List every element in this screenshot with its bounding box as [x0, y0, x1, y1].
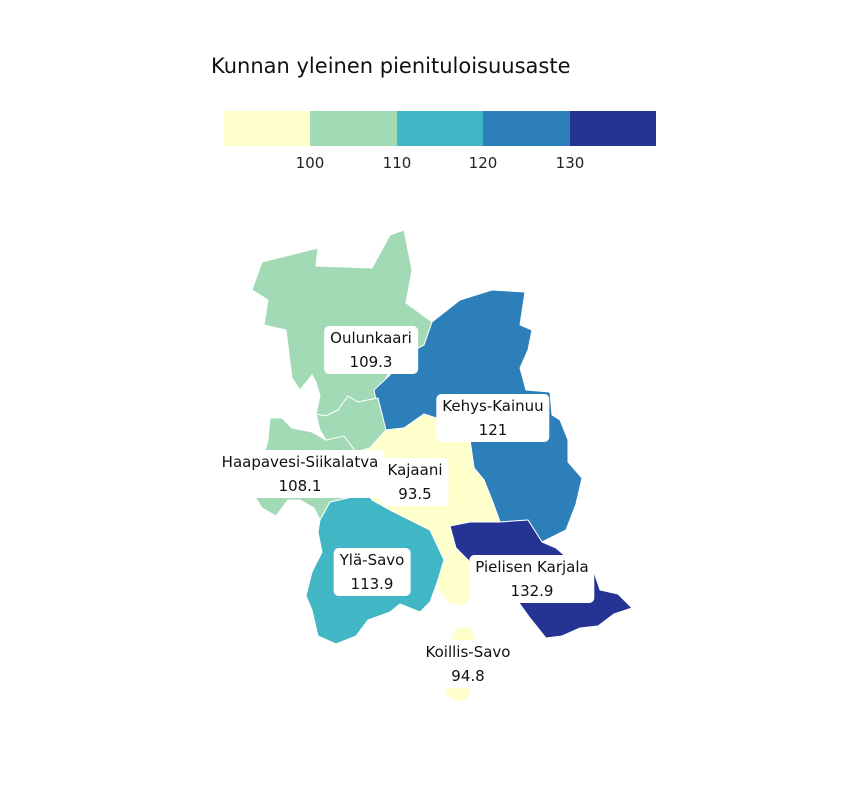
legend-tick-100: 100 [295, 154, 325, 172]
label-haapavesi-siikalatva-name: Haapavesi-Siikalatva [221, 453, 379, 471]
label-yla-savo-value: 113.9 [350, 575, 394, 593]
label-yla-savo-name: Ylä-Savo [339, 551, 405, 569]
label-kajaani-name: Kajaani [387, 461, 443, 479]
label-oulunkaari: Oulunkaari 109.3 [324, 326, 418, 374]
legend-swatch-5 [569, 111, 657, 146]
legend-tick-110: 110 [382, 154, 412, 172]
legend-tick-130: 130 [555, 154, 585, 172]
label-koillis-savo-name: Koillis-Savo [425, 643, 511, 661]
label-kehys-kainuu-value: 121 [478, 421, 508, 439]
label-oulunkaari-name: Oulunkaari [330, 329, 412, 347]
legend-swatch-4 [483, 111, 570, 146]
label-koillis-savo: Koillis-Savo 94.8 [419, 640, 517, 688]
label-pielisen-karjala-value: 132.9 [510, 582, 554, 600]
map-title: Kunnan yleinen pienituloisuusaste [211, 54, 571, 78]
legend-swatch-3 [396, 111, 484, 146]
legend-tick-120: 120 [468, 154, 498, 172]
label-haapavesi-siikalatva-value: 108.1 [278, 477, 322, 495]
label-koillis-savo-value: 94.8 [451, 667, 485, 685]
label-pielisen-karjala-name: Pielisen Karjala [475, 558, 589, 576]
label-haapavesi-siikalatva: Haapavesi-Siikalatva 108.1 [215, 450, 385, 498]
legend-swatch-1 [224, 111, 311, 146]
label-yla-savo: Ylä-Savo 113.9 [333, 548, 411, 596]
label-kajaani-value: 93.5 [398, 485, 432, 503]
label-pielisen-karjala: Pielisen Karjala 132.9 [469, 555, 595, 603]
label-oulunkaari-value: 109.3 [349, 353, 393, 371]
label-kehys-kainuu-name: Kehys-Kainuu [442, 397, 544, 415]
label-kehys-kainuu: Kehys-Kainuu 121 [436, 394, 550, 442]
legend-swatch-2 [310, 111, 397, 146]
label-kajaani: Kajaani 93.5 [381, 458, 449, 506]
color-legend [224, 111, 657, 146]
